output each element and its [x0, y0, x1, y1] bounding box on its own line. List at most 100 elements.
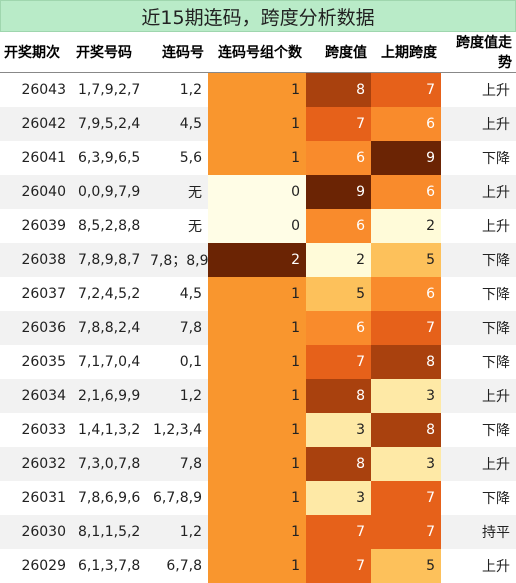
cell-period: 26042: [0, 107, 72, 141]
cell-period: 26031: [0, 481, 72, 515]
cell-count: 1: [208, 413, 306, 447]
cell-trend: 下降: [441, 277, 516, 311]
cell-span: 8: [306, 73, 371, 108]
header-prev-span: 上期跨度: [371, 32, 441, 73]
header-trend: 跨度值走势: [441, 32, 516, 73]
cell-numbers: 7,3,0,7,8: [72, 447, 144, 481]
header-period: 开奖期次: [0, 32, 72, 73]
cell-numbers: 7,8,6,9,6: [72, 481, 144, 515]
cell-prev-span: 9: [371, 141, 441, 175]
header-row: 开奖期次 开奖号码 连码号 连码号组个数 跨度值 上期跨度 跨度值走势: [0, 32, 516, 73]
cell-count: 1: [208, 515, 306, 549]
cell-lianma: 1,2,3,4: [144, 413, 208, 447]
cell-period: 26038: [0, 243, 72, 277]
cell-prev-span: 6: [371, 277, 441, 311]
cell-lianma: 无: [144, 209, 208, 243]
cell-numbers: 8,1,1,5,2: [72, 515, 144, 549]
cell-lianma: 无: [144, 175, 208, 209]
header-span: 跨度值: [306, 32, 371, 73]
cell-span: 6: [306, 209, 371, 243]
cell-trend: 下降: [441, 141, 516, 175]
cell-span: 3: [306, 413, 371, 447]
cell-trend: 上升: [441, 549, 516, 583]
cell-span: 8: [306, 379, 371, 413]
cell-span: 7: [306, 549, 371, 583]
cell-period: 26043: [0, 73, 72, 108]
cell-span: 7: [306, 515, 371, 549]
cell-prev-span: 5: [371, 549, 441, 583]
cell-prev-span: 5: [371, 243, 441, 277]
cell-trend: 上升: [441, 73, 516, 108]
cell-period: 26034: [0, 379, 72, 413]
cell-lianma: 6,7,8,9: [144, 481, 208, 515]
cell-lianma: 1,2: [144, 515, 208, 549]
cell-lianma: 6,7,8: [144, 549, 208, 583]
cell-count: 0: [208, 175, 306, 209]
cell-prev-span: 3: [371, 447, 441, 481]
cell-span: 5: [306, 277, 371, 311]
header-numbers: 开奖号码: [72, 32, 144, 73]
cell-lianma: 4,5: [144, 107, 208, 141]
cell-numbers: 7,2,4,5,2: [72, 277, 144, 311]
cell-span: 7: [306, 107, 371, 141]
cell-span: 7: [306, 345, 371, 379]
cell-count: 1: [208, 311, 306, 345]
cell-period: 26036: [0, 311, 72, 345]
cell-prev-span: 7: [371, 515, 441, 549]
cell-lianma: 5,6: [144, 141, 208, 175]
cell-trend: 上升: [441, 447, 516, 481]
cell-prev-span: 7: [371, 481, 441, 515]
cell-numbers: 6,3,9,6,5: [72, 141, 144, 175]
table-title: 近15期连码，跨度分析数据: [0, 0, 516, 32]
cell-trend: 下降: [441, 413, 516, 447]
cell-period: 26039: [0, 209, 72, 243]
cell-trend: 上升: [441, 175, 516, 209]
cell-trend: 下降: [441, 243, 516, 277]
cell-period: 26030: [0, 515, 72, 549]
cell-span: 8: [306, 447, 371, 481]
cell-lianma: 4,5: [144, 277, 208, 311]
cell-period: 26035: [0, 345, 72, 379]
cell-prev-span: 7: [371, 311, 441, 345]
cell-trend: 下降: [441, 311, 516, 345]
cell-numbers: 6,1,3,7,8: [72, 549, 144, 583]
cell-span: 2: [306, 243, 371, 277]
cell-period: 26037: [0, 277, 72, 311]
cell-numbers: 8,5,2,8,8: [72, 209, 144, 243]
cell-prev-span: 6: [371, 107, 441, 141]
cell-span: 6: [306, 141, 371, 175]
cell-count: 1: [208, 107, 306, 141]
cell-numbers: 7,8,9,8,7: [72, 243, 144, 277]
header-lianma: 连码号: [144, 32, 208, 73]
cell-lianma: 0,1: [144, 345, 208, 379]
cell-lianma: 7,8: [144, 447, 208, 481]
cell-span: 3: [306, 481, 371, 515]
cell-numbers: 2,1,6,9,9: [72, 379, 144, 413]
cell-period: 26033: [0, 413, 72, 447]
cell-span: 9: [306, 175, 371, 209]
cell-numbers: 7,1,7,0,4: [72, 345, 144, 379]
cell-count: 0: [208, 209, 306, 243]
cell-lianma: 7,8；8,9: [144, 243, 208, 277]
cell-span: 6: [306, 311, 371, 345]
cell-count: 1: [208, 277, 306, 311]
cell-count: 1: [208, 549, 306, 583]
cell-period: 26040: [0, 175, 72, 209]
cell-prev-span: 8: [371, 413, 441, 447]
header-count: 连码号组个数: [208, 32, 306, 73]
cell-count: 1: [208, 141, 306, 175]
cell-count: 1: [208, 447, 306, 481]
cell-trend: 下降: [441, 481, 516, 515]
